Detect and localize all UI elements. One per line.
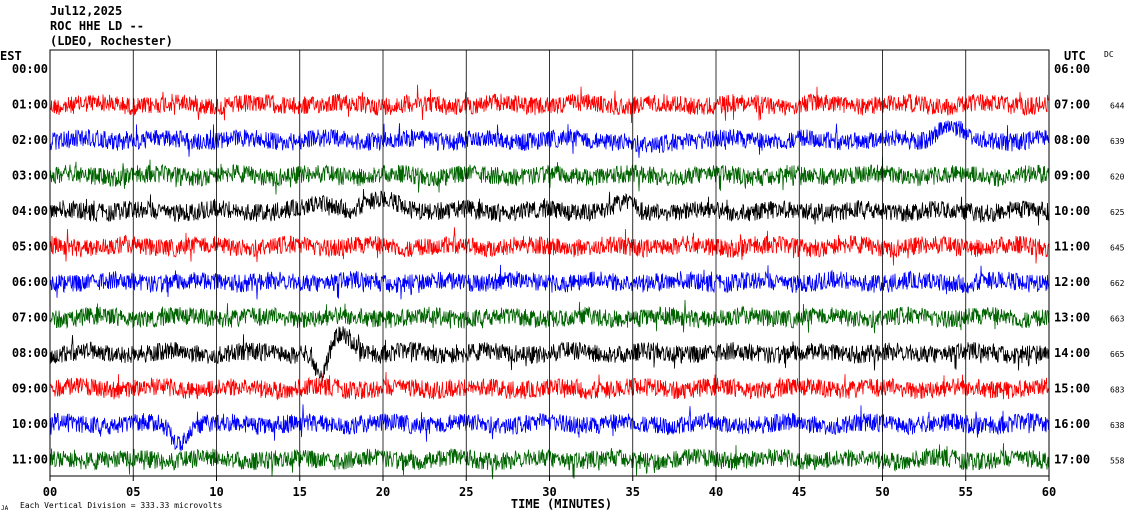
est-label-0200: 02:00	[12, 133, 48, 147]
utc-label-1700: 17:00	[1054, 453, 1090, 467]
chart-station: ROC HHE LD --	[50, 19, 144, 33]
x-tick-label-60: 60	[1042, 485, 1056, 499]
x-tick-label-20: 20	[376, 485, 390, 499]
x-tick-label-40: 40	[709, 485, 723, 499]
utc-axis-title: UTC	[1064, 49, 1086, 63]
x-tick-label-00: 00	[43, 485, 57, 499]
utc-label-1300: 13:00	[1054, 311, 1090, 325]
utc-label-1500: 15:00	[1054, 382, 1090, 396]
utc-label-1100: 11:00	[1054, 240, 1090, 254]
utc-label-1400: 14:00	[1054, 346, 1090, 360]
x-tick-label-10: 10	[209, 485, 223, 499]
x-tick-label-25: 25	[459, 485, 473, 499]
utc-label-1200: 12:00	[1054, 275, 1090, 289]
utc-label-0700: 07:00	[1054, 98, 1090, 112]
x-tick-label-05: 05	[126, 485, 140, 499]
est-label-0700: 07:00	[12, 311, 48, 325]
label-layer: 00 05 10 15 20 25 30 35 40 45 50 55 60 00:00 06:00 01:0…	[0, 49, 1125, 512]
est-label-0500: 05:00	[12, 240, 48, 254]
dc-value-0400: 625	[1110, 208, 1125, 217]
x-tick-label-55: 55	[959, 485, 973, 499]
est-label-0900: 09:00	[12, 382, 48, 396]
est-axis-title: EST	[0, 49, 22, 63]
est-label-0800: 08:00	[12, 346, 48, 360]
logo-mark: JA	[1, 505, 9, 512]
dc-value-0600: 662	[1110, 279, 1125, 288]
dc-value-0800: 665	[1110, 350, 1125, 359]
chart-network: (LDEO, Rochester)	[50, 34, 173, 48]
est-label-0400: 04:00	[12, 204, 48, 218]
scale-note: Each Vertical Division = 333.33 microvol…	[20, 501, 222, 510]
est-label-1000: 10:00	[12, 417, 48, 431]
dc-value-1100: 558	[1110, 457, 1125, 466]
grid-layer	[49, 49, 1050, 481]
x-tick-label-30: 30	[542, 485, 556, 499]
utc-label-0600: 06:00	[1054, 62, 1090, 76]
x-tick-label-15: 15	[293, 485, 307, 499]
chart-date: Jul12,2025	[50, 4, 123, 18]
dc-value-1000: 638	[1110, 421, 1125, 430]
dc-title: DC	[1104, 50, 1114, 59]
est-label-1100: 11:00	[12, 453, 48, 467]
dc-value-0200: 639	[1110, 137, 1125, 146]
est-label-0000: 00:00	[12, 62, 48, 76]
dc-value-0100: 644	[1110, 102, 1125, 111]
dc-value-0500: 645	[1110, 244, 1125, 253]
utc-label-0800: 08:00	[1054, 133, 1090, 147]
est-label-0600: 06:00	[12, 275, 48, 289]
dc-value-0900: 683	[1110, 386, 1125, 395]
x-axis-title: TIME (MINUTES)	[511, 497, 612, 511]
est-label-0100: 01:00	[12, 98, 48, 112]
x-tick-label-35: 35	[626, 485, 640, 499]
dc-value-0700: 663	[1110, 315, 1125, 324]
dc-value-0300: 620	[1110, 173, 1125, 182]
x-tick-label-50: 50	[875, 485, 889, 499]
utc-label-1000: 10:00	[1054, 204, 1090, 218]
x-tick-label-45: 45	[792, 485, 806, 499]
utc-label-0900: 09:00	[1054, 169, 1090, 183]
est-label-0300: 03:00	[12, 169, 48, 183]
utc-label-1600: 16:00	[1054, 417, 1090, 431]
